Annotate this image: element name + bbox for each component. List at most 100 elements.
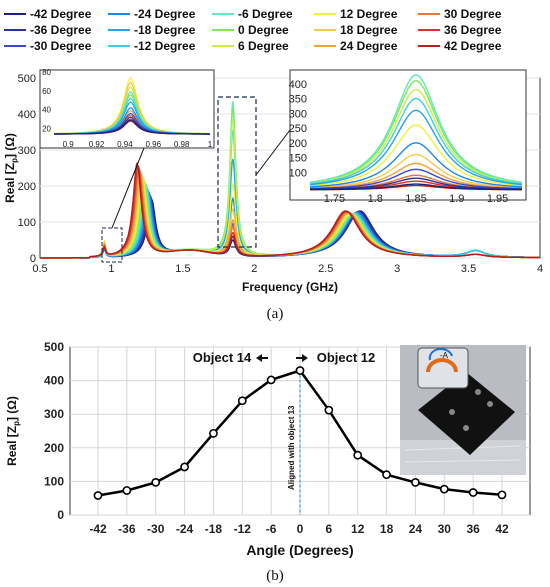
inset-right-series <box>309 153 523 189</box>
data-point <box>180 462 189 472</box>
inset-right: 1.75 1.8 1.85 1.9 1.95 100 150 200 250 300 350 400 <box>289 69 527 205</box>
legend: -42 Degree -24 Degree -6 Degree 12 Degree 30… <box>4 7 502 53</box>
inset-right-x-tick: 1.9 <box>449 193 464 205</box>
photo-bolt <box>475 389 481 395</box>
legend-label: 18 Degree <box>340 23 398 37</box>
y-tick-label: 0 <box>30 253 36 265</box>
inset-right-x-tick: 1.8 <box>368 193 383 205</box>
data-point <box>497 490 507 500</box>
inset-right-series <box>309 74 523 183</box>
x-tick-label: 0 <box>297 522 304 536</box>
x-tick-label: 18 <box>380 522 394 536</box>
legend-label: 24 Degree <box>340 39 398 53</box>
x-tick-label: 1 <box>108 263 114 275</box>
inset-right-x-tick: 1.75 <box>324 193 345 205</box>
inset-right-series <box>309 88 523 184</box>
panel-a-curves <box>40 101 540 259</box>
y-tick-label: 500 <box>44 340 64 354</box>
data-point <box>295 366 305 375</box>
inset-right-curves <box>309 74 523 191</box>
panel-a-caption: (a) <box>267 306 284 322</box>
photo-blue-arrow <box>428 348 453 361</box>
inset-left-x-tick: 1 <box>208 140 213 149</box>
inset-right-series <box>310 177 522 190</box>
inset-left-frame <box>39 69 215 149</box>
inset-right-series <box>309 80 523 184</box>
x-tick-label: 3 <box>394 263 400 275</box>
arrow-left-head <box>256 354 262 362</box>
y-tick-label: 500 <box>18 73 36 85</box>
inset-right-y-tick: 250 <box>289 123 307 135</box>
x-tick-label: 3.5 <box>461 263 476 275</box>
photo-bolt-2 <box>487 401 493 407</box>
x-tick-label: 24 <box>409 522 423 536</box>
panel-a-y-axis-label: Real [Zp] (Ω) <box>3 133 19 203</box>
aligned-label: Aligned with object 13 <box>287 405 296 490</box>
y-tick-label: 0 <box>57 508 64 522</box>
inset-left-curves <box>53 76 210 135</box>
x-tick-label: -30 <box>147 522 165 536</box>
zoom-line-high <box>255 129 291 176</box>
inset-left-x-tick: 0.92 <box>89 140 105 149</box>
zoom-box-high <box>217 96 257 248</box>
x-tick-label: 6 <box>326 522 333 536</box>
x-tick-label: 12 <box>351 522 365 536</box>
legend-label: -12 Degree <box>134 39 196 53</box>
data-point <box>151 478 161 487</box>
inset-right-series <box>310 162 522 189</box>
legend-label: 30 Degree <box>444 7 502 21</box>
legend-label: 42 Degree <box>444 39 502 53</box>
inset-left-ticks: 0.9 0.92 0.94 0.96 0.98 1 20 40 60 80 <box>42 68 213 149</box>
inset-left: 0.9 0.92 0.94 0.96 0.98 1 20 40 60 80 <box>39 68 215 149</box>
inset-right-ticks: 1.75 1.8 1.85 1.9 1.95 100 150 200 250 300 350 400 <box>289 79 509 205</box>
data-point <box>353 450 363 460</box>
panel-b-points <box>93 366 507 500</box>
x-tick-label: 30 <box>438 522 452 536</box>
inset-right-y-tick: 300 <box>289 108 307 120</box>
panel-a-chart: 0.5 1 1.5 2 2.5 3 3.5 4 0 100 200 300 400 500 Freque… <box>3 68 543 294</box>
x-tick-label: 1.5 <box>175 263 190 275</box>
inset-right-series <box>309 97 523 185</box>
inset-right-x-tick: 1.95 <box>487 193 508 205</box>
data-point <box>324 405 334 415</box>
data-point <box>93 491 103 500</box>
inset-right-y-tick: 350 <box>289 94 307 106</box>
inset-left-x-tick: 0.94 <box>117 140 133 149</box>
object-12-label: Object 12 <box>317 350 376 365</box>
y-tick-label: 100 <box>44 474 64 488</box>
x-tick-label: -12 <box>234 522 252 536</box>
y-tick-label: 100 <box>18 217 36 229</box>
x-tick-label: -24 <box>176 522 194 536</box>
zoom-line-low <box>111 132 151 229</box>
data-point <box>122 486 132 495</box>
legend-label: -6 Degree <box>238 7 293 21</box>
legend-label: -42 Degree <box>30 7 92 21</box>
photo-label: -A <box>440 351 449 360</box>
x-tick-label: 36 <box>466 522 480 536</box>
inset-left-y-tick: 60 <box>42 87 51 96</box>
inset-left-x-tick: 0.9 <box>63 140 75 149</box>
y-tick-label: 400 <box>44 374 64 388</box>
inset-right-series <box>309 142 523 188</box>
x-tick-label: 2.5 <box>318 263 333 275</box>
legend-label: -24 Degree <box>134 7 196 21</box>
data-point <box>382 470 391 480</box>
x-tick-label: -36 <box>118 522 136 536</box>
inset-left-x-tick: 0.96 <box>145 140 161 149</box>
x-tick-label: -18 <box>205 522 223 536</box>
inset-right-series <box>310 168 522 190</box>
x-tick-label: 4 <box>537 263 543 275</box>
inset-right-y-tick: 400 <box>289 79 307 91</box>
inset-right-y-tick: 150 <box>289 153 307 165</box>
inset-left-y-tick: 80 <box>42 68 51 77</box>
x-tick-label: 42 <box>495 522 509 536</box>
legend-label: 12 Degree <box>340 7 398 21</box>
series-line <box>40 161 540 259</box>
panel-b-chart: 0 100 200 300 400 500 -42 -36 -30 -24 -18 -12 -6 0 6 1… <box>5 340 531 558</box>
legend-label: -36 Degree <box>30 23 92 37</box>
inset-right-x-tick: 1.85 <box>405 193 426 205</box>
inset-left-x-tick: 0.98 <box>174 140 190 149</box>
inset-left-series <box>53 119 210 135</box>
y-tick-label: 400 <box>18 109 36 121</box>
data-point <box>209 428 218 438</box>
